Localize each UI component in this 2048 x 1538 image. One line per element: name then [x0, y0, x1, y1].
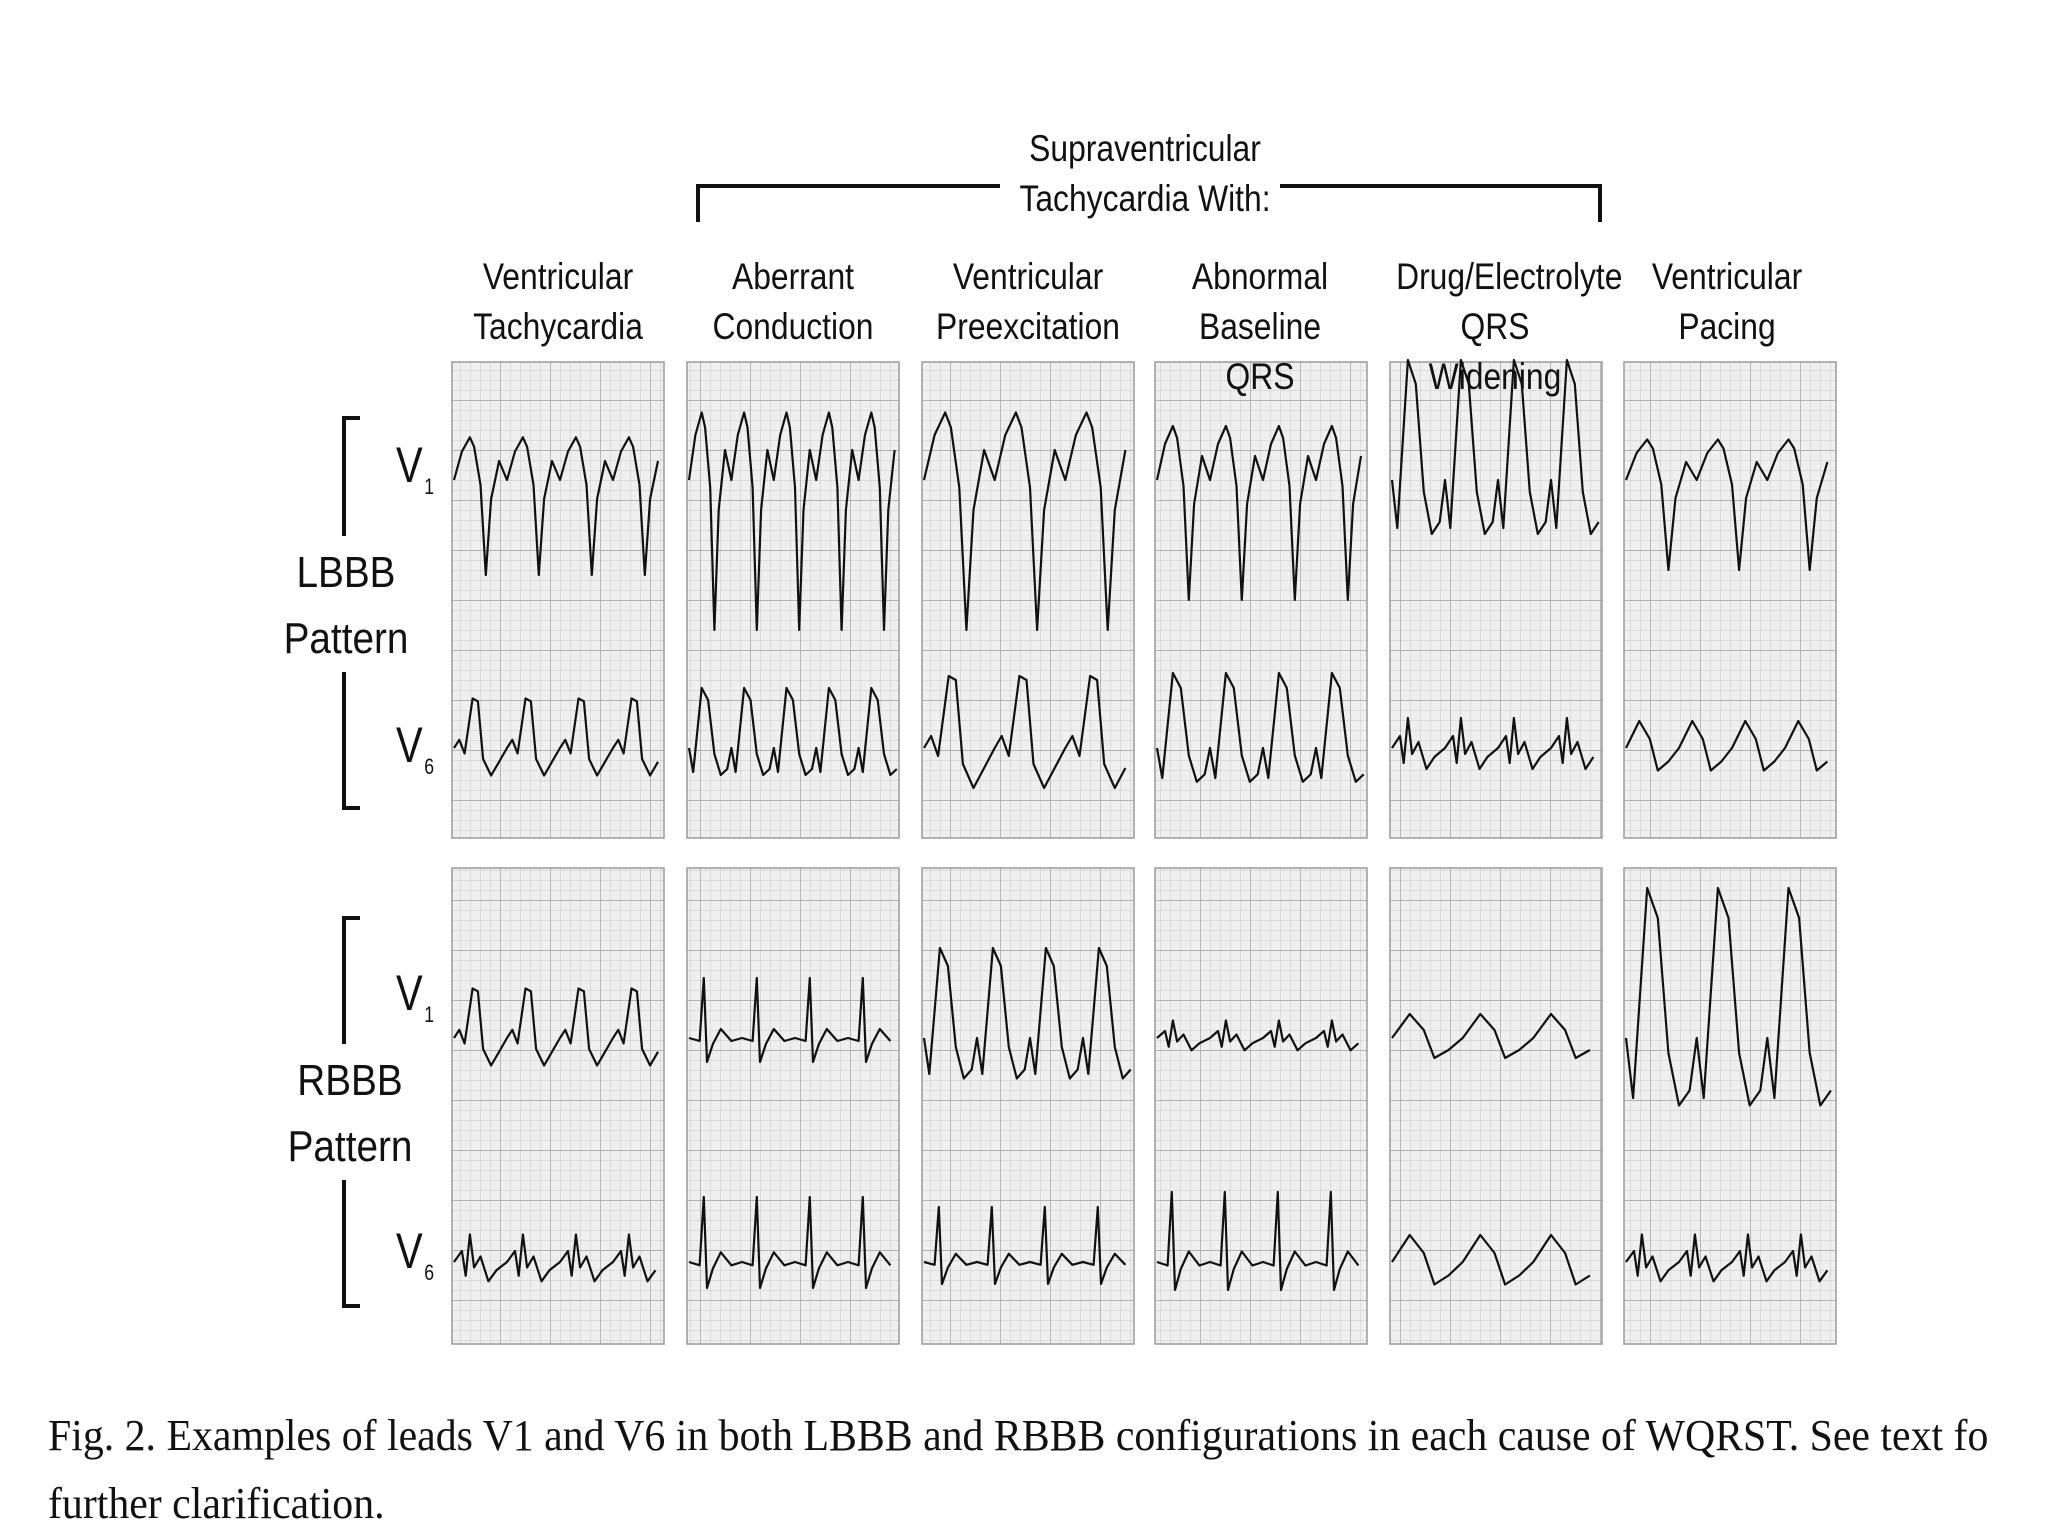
column-header-ventricular-tachycardia: Ventricular Tachycardia	[459, 252, 657, 352]
ecg-trace-rbbb-v6-abnormal-baseline	[1156, 1190, 1360, 1292]
ecg-grid	[1154, 867, 1368, 1345]
ecg-trace-lbbb-v6-pacing	[1625, 719, 1829, 772]
caption-line1: Fig. 2. Examples of leads V1 and V6 in b…	[48, 1411, 1989, 1460]
lbbb-bracket-bottom	[342, 672, 360, 810]
lead-label-rbbb-v6: V6	[396, 1222, 434, 1286]
ecg-trace-rbbb-v1-drug-electrolyte	[1391, 1012, 1591, 1060]
column-header-line1: Aberrant	[731, 256, 855, 297]
lead-number: 1	[424, 1002, 435, 1027]
ecg-trace-rbbb-v6-drug-electrolyte	[1391, 1233, 1591, 1286]
lead-label-rbbb-v1: V1	[396, 964, 434, 1028]
ecg-trace-lbbb-v6-abnormal-baseline	[1155, 671, 1365, 783]
lead-letter: V	[396, 717, 423, 773]
ecg-grid	[1389, 867, 1603, 1345]
column-header-line1: Ventricular	[1651, 256, 1803, 297]
ecg-trace-rbbb-v1-pacing	[1624, 886, 1832, 1107]
column-header-ventricular-preexcitation: Ventricular Preexcitation	[929, 252, 1127, 352]
caption-line2: further clarification.	[48, 1479, 385, 1528]
ecg-trace-lbbb-v6-vt	[453, 697, 659, 777]
svt-header-line1: Supraventricular	[1029, 128, 1261, 169]
ecg-trace-lbbb-v1-abnormal-baseline	[1155, 424, 1363, 602]
ecg-grid	[1623, 361, 1837, 839]
ecg-trace-lbbb-v6-drug-electrolyte	[1391, 716, 1595, 771]
lead-number: 6	[424, 754, 435, 779]
ecg-trace-rbbb-v6-vt	[453, 1233, 657, 1283]
ecg-trace-rbbb-v1-vt	[453, 987, 659, 1067]
lead-label-lbbb-v6: V6	[396, 716, 434, 780]
ecg-trace-lbbb-v6-aberrant	[687, 686, 898, 777]
svt-header-line2: Tachycardia With:	[1019, 178, 1271, 219]
column-header-line2: Preexcitation	[936, 306, 1120, 347]
svt-bracket	[696, 184, 1602, 222]
lead-letter: V	[396, 965, 423, 1021]
ecg-trace-lbbb-v6-preexcitation	[923, 674, 1127, 790]
svt-header: Supraventricular Tachycardia With:	[1012, 124, 1279, 224]
ecg-grid	[921, 867, 1135, 1345]
ecg-trace-rbbb-v1-aberrant	[688, 976, 892, 1064]
column-header-aberrant-conduction: Aberrant Conduction	[694, 252, 892, 352]
ecg-trace-rbbb-v6-aberrant	[688, 1195, 892, 1290]
row-label-line1: LBBB	[296, 548, 396, 597]
rbbb-bracket-bottom	[342, 1180, 360, 1308]
row-label-line2: Pattern	[283, 614, 409, 663]
ecg-trace-lbbb-v1-aberrant	[687, 411, 896, 632]
ecg-grid	[686, 867, 900, 1345]
row-label-line2: Pattern	[287, 1122, 413, 1171]
column-header-line2: Baseline QRS	[1198, 306, 1322, 397]
ecg-trace-lbbb-v1-pacing	[1624, 438, 1829, 572]
column-header-line2: Conduction	[712, 306, 874, 347]
row-label-rbbb-pattern: RBBB Pattern	[262, 1048, 438, 1180]
ecg-trace-rbbb-v1-preexcitation	[922, 946, 1132, 1080]
lead-label-lbbb-v1: V1	[396, 436, 434, 500]
figure-caption: Fig. 2. Examples of leads V1 and V6 in b…	[48, 1402, 1989, 1538]
column-header-ventricular-pacing: Ventricular Pacing	[1628, 252, 1826, 352]
column-header-line2: Pacing	[1678, 306, 1776, 347]
ecg-grid	[451, 361, 665, 839]
ecg-trace-rbbb-v6-pacing	[1625, 1233, 1829, 1283]
column-header-line1: Abnormal	[1191, 256, 1329, 297]
lbbb-bracket-top	[342, 416, 360, 536]
lead-letter: V	[396, 1223, 423, 1279]
column-header-line1: Ventricular	[952, 256, 1104, 297]
ecg-trace-lbbb-v1-vt	[452, 436, 660, 577]
ecg-grid	[921, 361, 1135, 839]
lead-number: 1	[424, 474, 435, 499]
column-header-drug-electrolyte-qrs-widening: Drug/Electrolyte QRS Widening	[1396, 252, 1623, 402]
ecg-trace-lbbb-v1-preexcitation	[922, 411, 1127, 632]
row-label-lbbb-pattern: LBBB Pattern	[258, 540, 434, 672]
row-label-line1: RBBB	[297, 1056, 403, 1105]
lead-letter: V	[396, 437, 423, 493]
ecg-grid	[451, 867, 665, 1345]
ecg-trace-rbbb-v1-abnormal-baseline	[1156, 1019, 1360, 1052]
column-header-line2: Tachycardia	[473, 306, 643, 347]
column-header-abnormal-baseline-qrs: Abnormal Baseline QRS	[1161, 252, 1359, 402]
lead-number: 6	[424, 1260, 435, 1285]
rbbb-bracket-top	[342, 916, 360, 1044]
column-header-line1: Ventricular	[482, 256, 634, 297]
column-header-line1: Drug/Electrolyte	[1396, 256, 1623, 297]
ecg-trace-lbbb-v1-drug-electrolyte	[1390, 358, 1600, 536]
column-header-line2: QRS Widening	[1428, 306, 1562, 397]
ecg-trace-rbbb-v6-preexcitation	[923, 1205, 1127, 1286]
ecg-grid	[1389, 361, 1603, 839]
